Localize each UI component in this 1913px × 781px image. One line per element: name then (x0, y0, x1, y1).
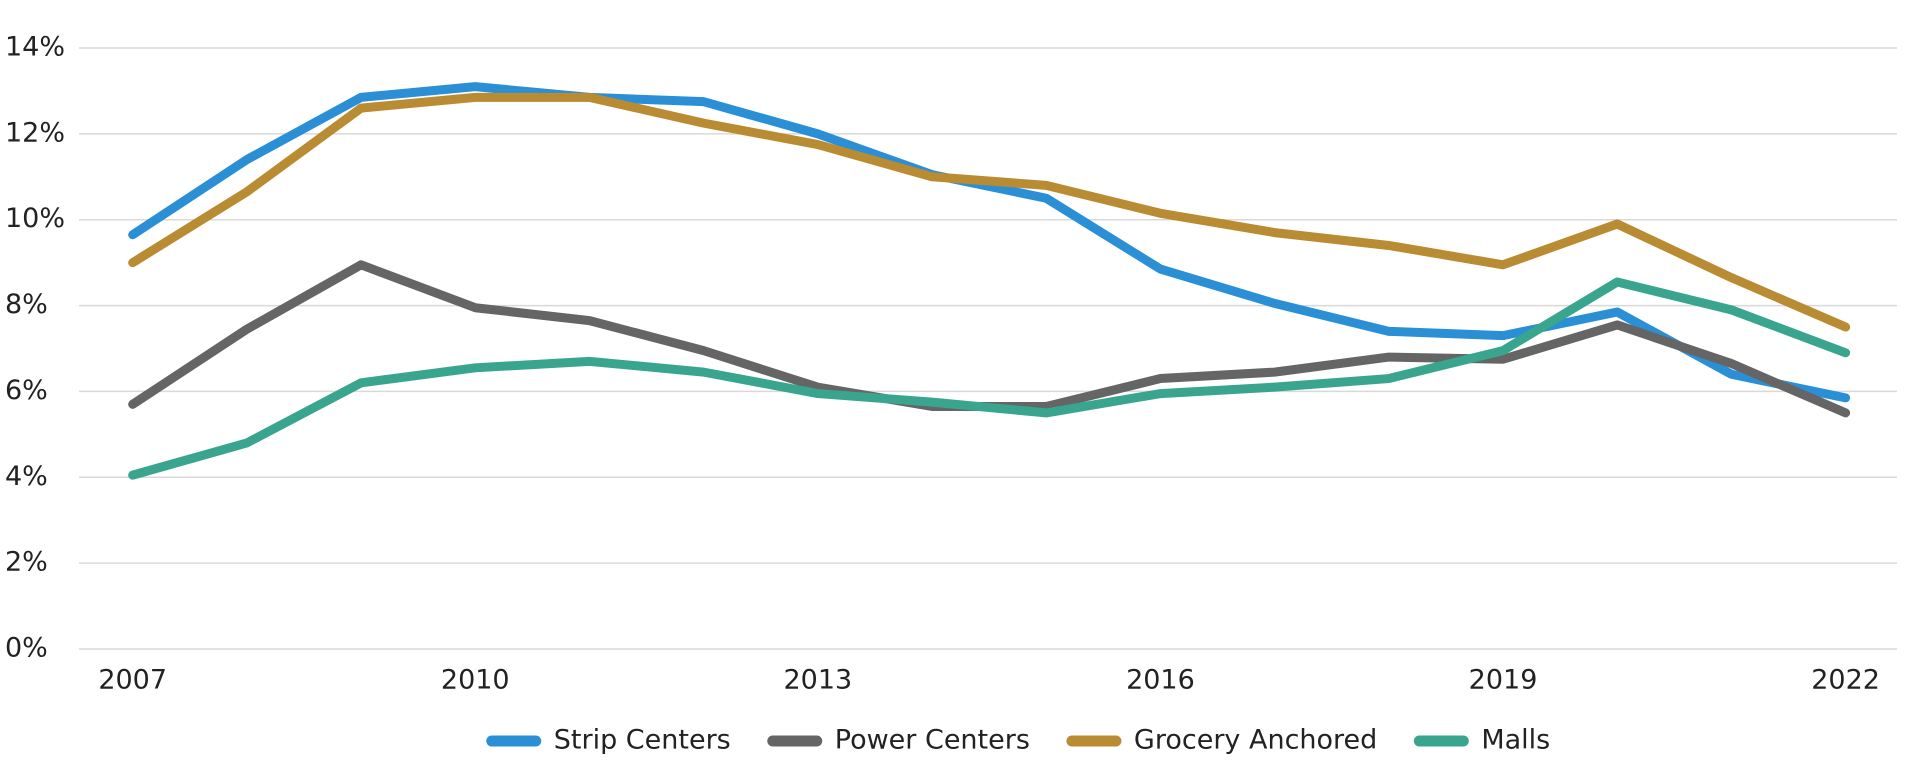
series-line (128, 277, 1851, 480)
series-line (128, 82, 1851, 403)
legend-label: Grocery Anchored (1134, 725, 1377, 756)
x-tick-label: 2013 (783, 665, 852, 696)
y-tick-label: 6% (5, 375, 48, 406)
series-line (128, 92, 1851, 332)
y-tick-label: 10% (5, 203, 65, 234)
x-tick-label: 2019 (1469, 665, 1538, 696)
y-tick-label: 12% (5, 117, 65, 148)
series-line (128, 260, 1851, 418)
legend-label: Strip Centers (554, 725, 731, 756)
x-tick-label: 2007 (98, 665, 167, 696)
legend-label: Malls (1481, 725, 1550, 756)
y-tick-label: 14% (5, 32, 65, 63)
y-tick-label: 0% (5, 633, 48, 664)
y-tick-label: 4% (5, 461, 48, 492)
y-tick-label: 2% (5, 547, 48, 578)
x-tick-label: 2022 (1811, 665, 1880, 696)
legend-label: Power Centers (835, 725, 1030, 756)
x-tick-label: 2010 (441, 665, 510, 696)
y-tick-label: 8% (5, 289, 48, 320)
x-tick-label: 2016 (1126, 665, 1195, 696)
